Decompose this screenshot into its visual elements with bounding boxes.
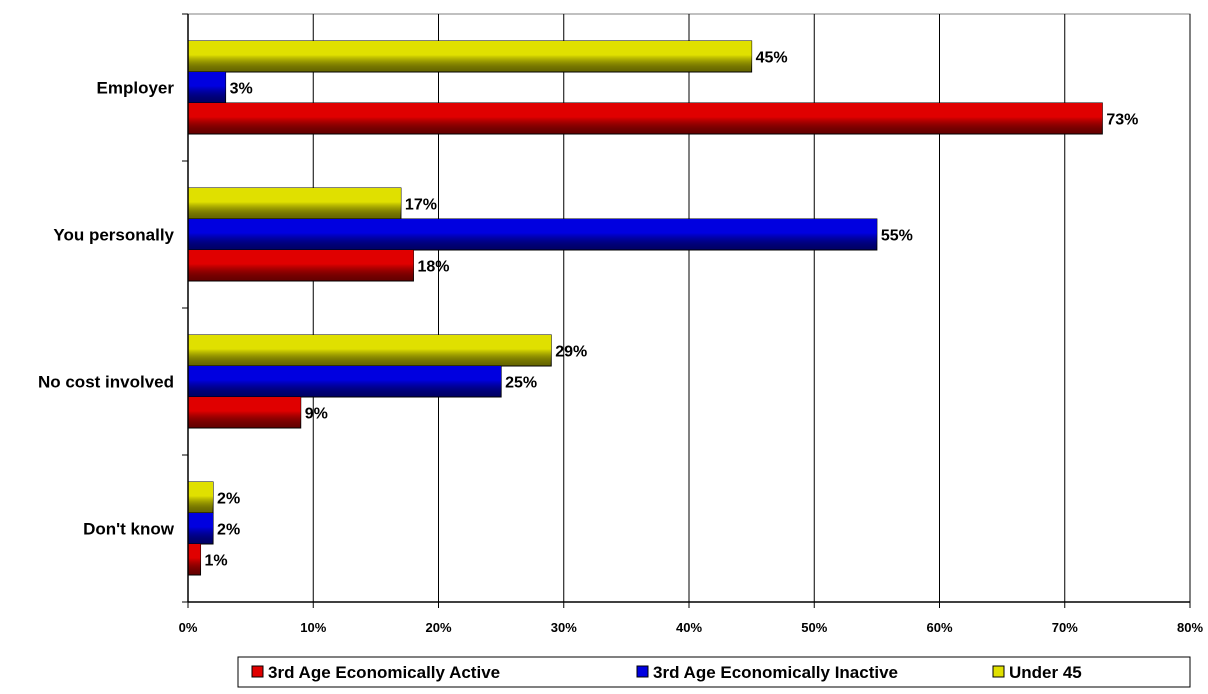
category-label: You personally <box>53 226 174 245</box>
bars <box>187 40 1103 576</box>
x-tick-label: 30% <box>551 620 577 635</box>
bar-shade <box>188 544 201 575</box>
x-tick-label: 80% <box>1177 620 1203 635</box>
data-label: 73% <box>1106 112 1138 129</box>
x-tick-label: 70% <box>1052 620 1078 635</box>
axes <box>182 13 1191 608</box>
bar-shade <box>188 397 301 428</box>
legend-label: 3rd Age Economically Inactive <box>653 663 898 682</box>
data-label: 3% <box>230 81 253 98</box>
legend: 3rd Age Economically Active 3rd Age Econo… <box>237 656 1191 688</box>
data-label: 17% <box>405 197 437 214</box>
data-label: 18% <box>417 259 449 276</box>
data-label: 29% <box>555 344 587 361</box>
bar-shade <box>188 103 1103 134</box>
bar-shade <box>188 219 877 250</box>
x-tick-label: 10% <box>300 620 326 635</box>
data-label: 1% <box>205 553 228 570</box>
bar-shade <box>188 72 226 103</box>
category-label: No cost involved <box>38 373 174 392</box>
legend-label: 3rd Age Economically Active <box>268 663 500 682</box>
legend-box <box>237 656 1191 688</box>
bar-shade <box>188 482 214 513</box>
bar-shade <box>188 41 752 72</box>
data-label: 2% <box>217 491 240 508</box>
category-label: Employer <box>97 79 175 98</box>
bar-shade <box>188 188 401 219</box>
bar-shade <box>188 335 552 366</box>
x-tick-label: 50% <box>801 620 827 635</box>
category-labels: Employer You personally No cost involved Do… <box>38 79 175 539</box>
data-label: 9% <box>305 406 328 423</box>
legend-swatch <box>992 665 1005 678</box>
category-label: Don't know <box>83 520 175 539</box>
data-label: 2% <box>217 522 240 539</box>
bar-shade <box>188 366 502 397</box>
data-label: 55% <box>881 228 913 245</box>
legend-swatch <box>636 665 649 678</box>
legend-label: Under 45 <box>1009 663 1082 682</box>
x-tick-labels: 0% 10% 20% 30% 40% 50% 60% 70% 80% <box>179 620 1204 635</box>
x-tick-label: 20% <box>425 620 451 635</box>
gridlines <box>187 13 1191 603</box>
legend-swatch <box>251 665 264 678</box>
data-labels: 45% 3% 73% 17% 55% 18% 29% 25% 9% 2% 2% 1% <box>205 50 1139 570</box>
bar-shade <box>188 250 414 281</box>
x-tick-label: 60% <box>926 620 952 635</box>
bar-shade <box>188 513 214 544</box>
data-label: 45% <box>756 50 788 67</box>
data-label: 25% <box>505 375 537 392</box>
x-tick-label: 0% <box>179 620 198 635</box>
x-tick-label: 40% <box>676 620 702 635</box>
